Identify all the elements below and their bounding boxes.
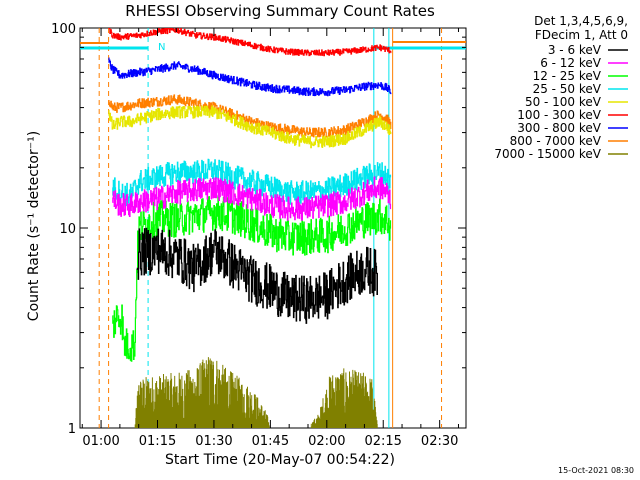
x-tick-label-6: 02:30	[421, 434, 458, 449]
series-line-6	[108, 57, 392, 97]
generated-timestamp: 15-Oct-2021 08:30	[558, 466, 634, 475]
y-tick-label-1: 10	[59, 222, 76, 237]
series-line-0	[136, 227, 378, 324]
y-tick-label-0: 1	[68, 422, 76, 437]
series-line-2	[112, 195, 392, 362]
legend-label-2: 12 - 25 keV	[533, 69, 602, 83]
chart-title: RHESSI Observing Summary Count Rates	[125, 2, 435, 20]
series-line-4	[108, 105, 392, 149]
x-tick-label-3: 01:45	[252, 434, 289, 449]
legend-label-0: 3 - 6 keV	[548, 43, 602, 57]
x-tick-label-1: 01:15	[139, 434, 176, 449]
y-tick-label-2: 100	[51, 22, 76, 37]
legend-label-5: 100 - 300 keV	[517, 108, 601, 122]
legend-label-4: 50 - 100 keV	[525, 95, 602, 109]
legend-header: Det 1,3,4,5,6,9, FDecim 1, Att 0	[534, 14, 628, 42]
legend-label-1: 6 - 12 keV	[540, 56, 602, 70]
x-tick-label-2: 01:30	[195, 434, 232, 449]
x-tick-label-5: 02:15	[364, 434, 401, 449]
series-line-7	[108, 94, 392, 138]
x-tick-label-4: 02:00	[308, 434, 345, 449]
series-line-1	[112, 176, 392, 221]
legend-label-7: 800 - 7000 keV	[510, 134, 602, 148]
series-line-5	[108, 28, 392, 57]
legend-label-8: 7000 - 15000 keV	[494, 147, 601, 161]
legend-label-3: 25 - 50 keV	[533, 82, 602, 96]
series-line-3	[112, 158, 392, 207]
legend-label-6: 300 - 800 keV	[517, 121, 601, 135]
series-line-8	[134, 357, 378, 428]
legend-header-line-1: Det 1,3,4,5,6,9,	[534, 14, 628, 28]
x-axis-label: Start Time (20-May-07 00:54:22)	[164, 452, 396, 468]
x-tick-label-0: 01:00	[82, 434, 119, 449]
y-axis-label: Count Rate (s⁻¹ detector⁻¹)	[26, 130, 42, 322]
legend-header-line-2: FDecim 1, Att 0	[534, 28, 628, 42]
flag-label: N	[158, 42, 165, 53]
